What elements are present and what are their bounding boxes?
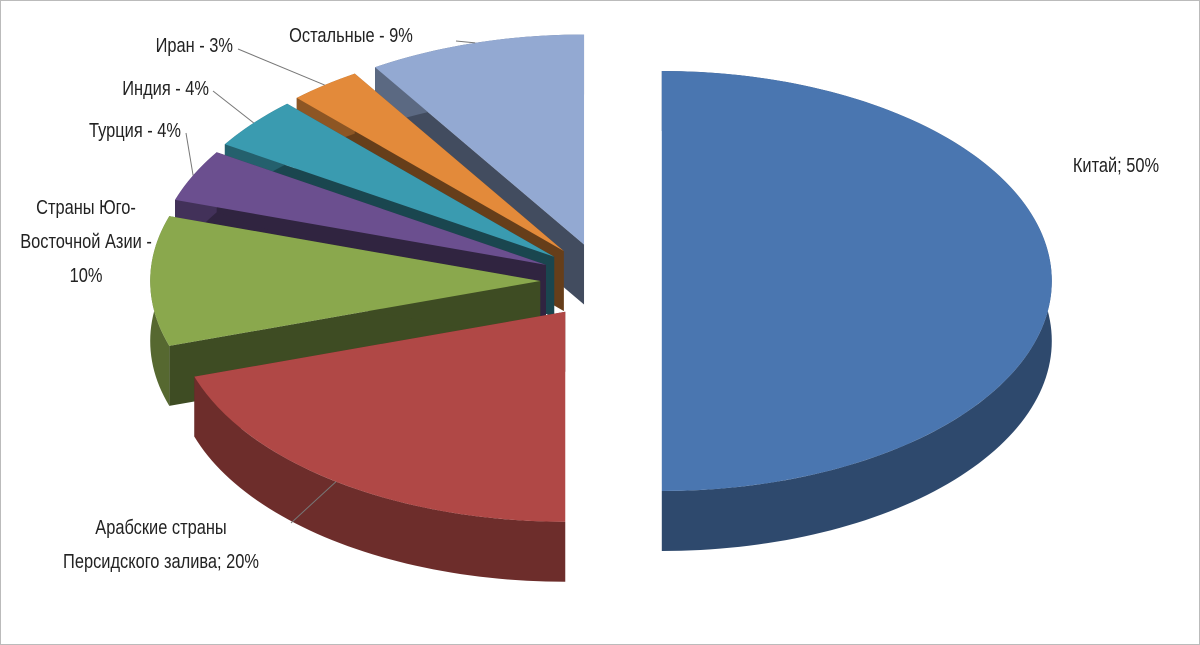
slice <box>375 34 585 245</box>
leader-line <box>237 48 325 86</box>
slice-group <box>194 311 566 582</box>
data-label: Остальные - 9% <box>289 25 413 47</box>
data-label: Китай; 50% <box>1072 155 1160 177</box>
data-label: Турция - 4% <box>89 120 181 142</box>
slice <box>175 152 546 265</box>
slice <box>661 71 1052 491</box>
slice <box>150 216 541 346</box>
data-label: Арабские страны Персидского залива; 20% <box>63 517 259 573</box>
leader-line <box>185 132 194 176</box>
slice <box>194 311 566 522</box>
data-label: Иран - 3% <box>155 35 233 57</box>
slice <box>296 73 564 251</box>
slice-wall <box>194 376 566 582</box>
data-label: Страны Юго-Восточной Азии - 10% <box>20 197 152 287</box>
slice-group <box>661 71 1052 551</box>
data-label: Индия - 4% <box>122 78 209 100</box>
leader-line <box>455 40 476 44</box>
leader-line <box>212 90 254 124</box>
leader-line <box>290 481 337 524</box>
slice <box>224 103 555 257</box>
